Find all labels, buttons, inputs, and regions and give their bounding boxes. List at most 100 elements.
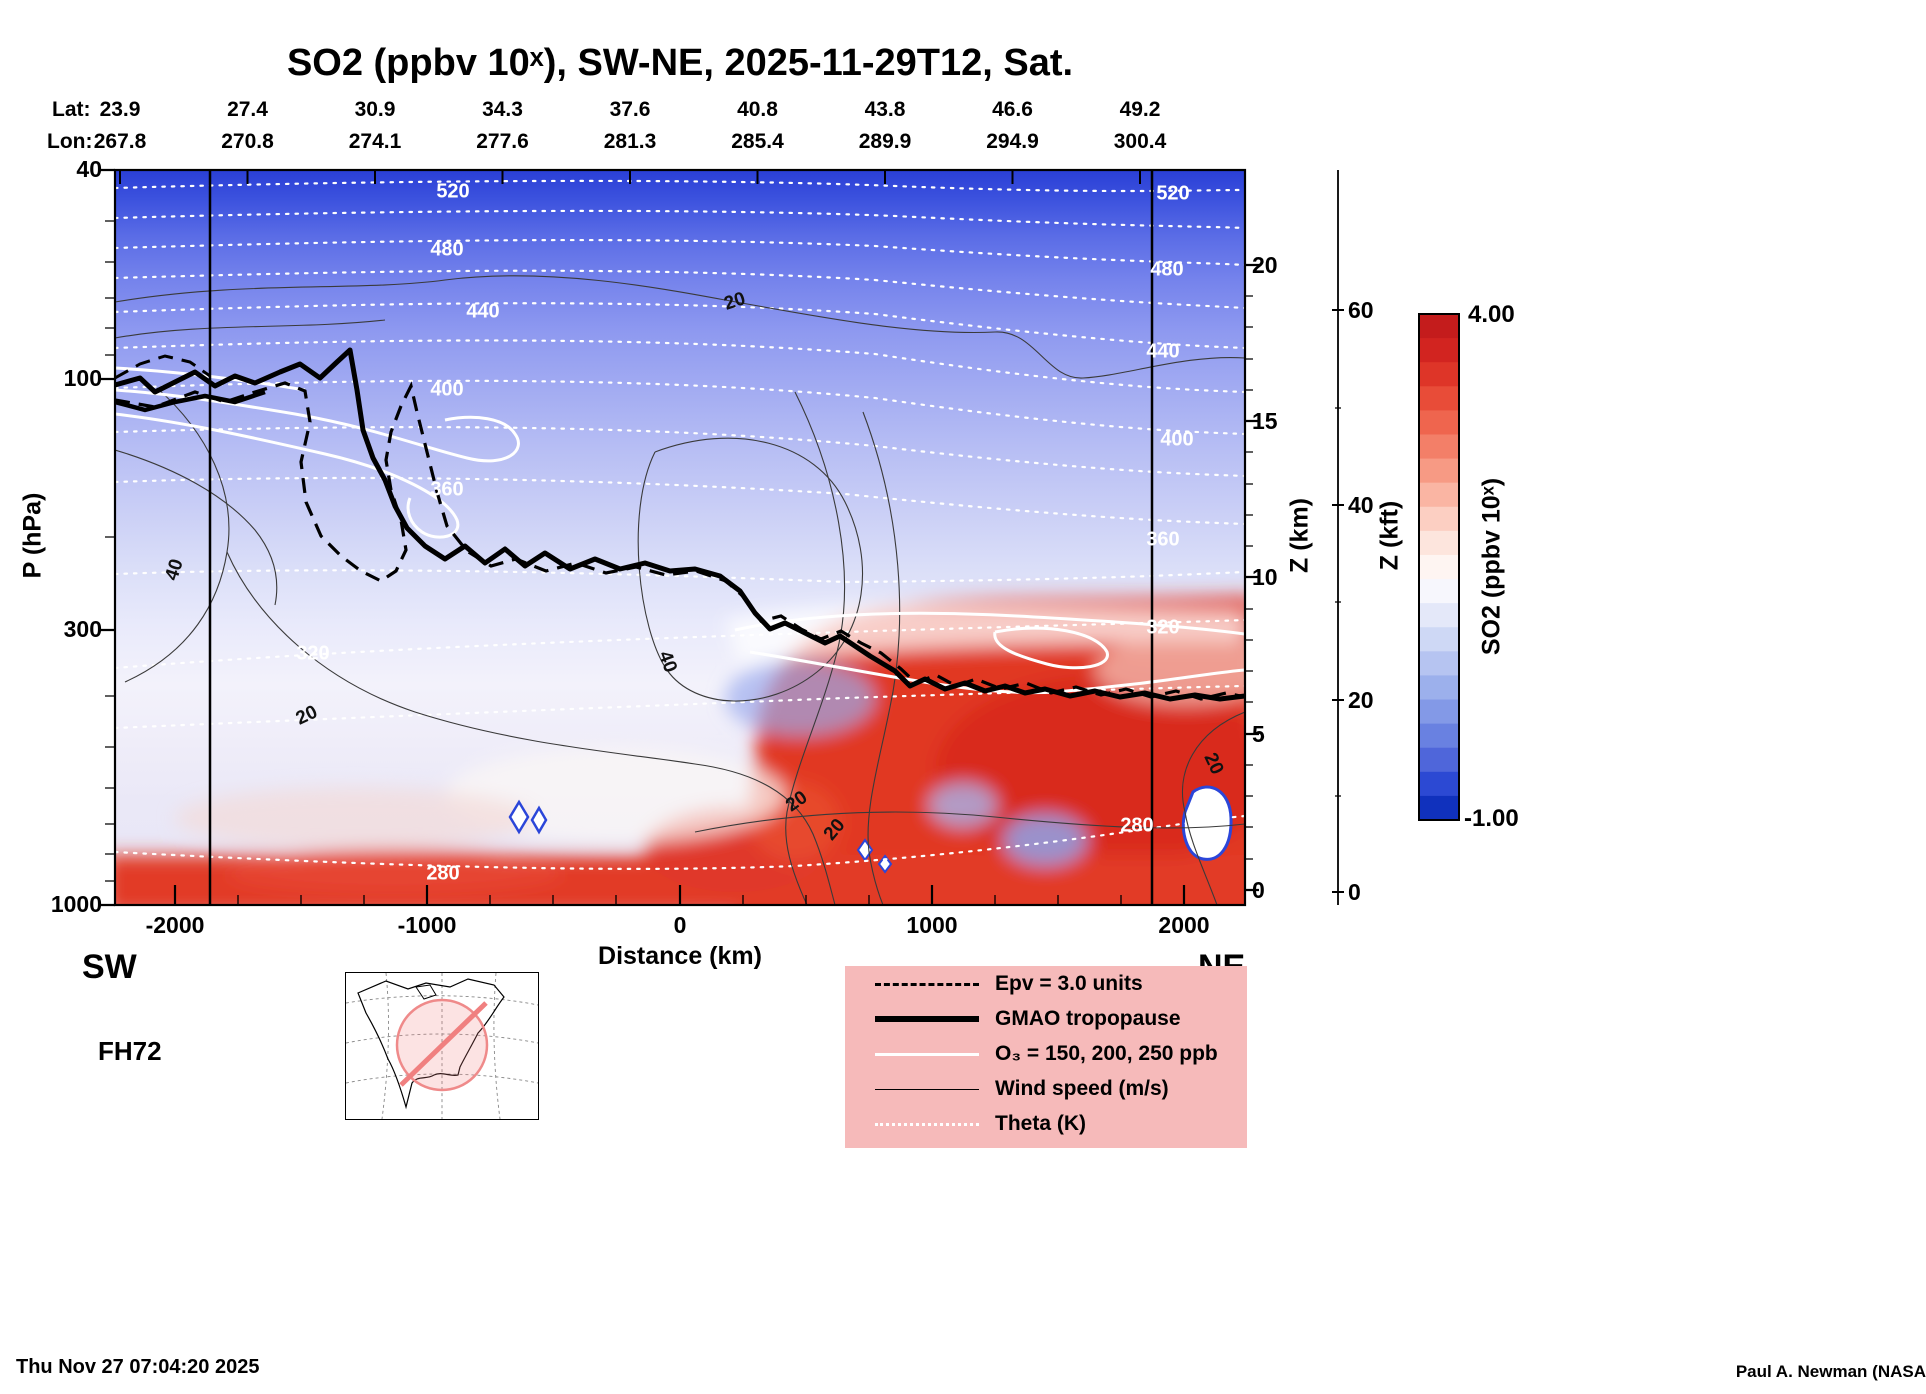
legend-line-theta (875, 1122, 979, 1126)
lat-value: 43.8 (864, 98, 906, 121)
colorbar-segment (1419, 410, 1459, 436)
theta-contours (115, 179, 1245, 870)
theta-label-400: 400 (1160, 428, 1193, 450)
lon-value: 267.8 (93, 130, 147, 153)
map-hudson-bay (415, 984, 437, 1000)
legend-row-epv: Epv = 3.0 units (845, 967, 1247, 1001)
page-title: SO2 (ppbv 10ˣ), SW-NE, 2025-11-29T12, Sa… (286, 42, 1074, 84)
lat-axis-label: Lat: (52, 98, 91, 121)
theta-label-440: 440 (1146, 340, 1179, 362)
p-tick-100: 100 (63, 365, 102, 391)
zkm-axis-title: Z (km) (1285, 498, 1314, 573)
tropopause-line (115, 347, 1245, 702)
colorbar-segment (1419, 579, 1459, 604)
theta-labels: 520 520 480 480 440 440 400 400 360 360 … (296, 180, 1193, 884)
legend-line-wind (875, 1088, 979, 1090)
map-inset (345, 972, 539, 1120)
white-pocket-sw-2 (530, 805, 548, 835)
credit: Paul A. Newman (NASA (1735, 1362, 1926, 1381)
legend-row-wind: Wind speed (m/s) (845, 1072, 1247, 1106)
colorbar-segment (1419, 530, 1459, 556)
zkft-tick-60: 60 (1348, 297, 1374, 323)
lon-value: 274.1 (348, 130, 402, 153)
theta-label-360: 360 (1146, 528, 1179, 550)
colorbar-segment (1419, 338, 1459, 363)
colorbar-segment (1419, 675, 1459, 701)
colorbar-gradient (1419, 314, 1459, 821)
colorbar-segment (1419, 386, 1459, 412)
legend-label-ozone: O₃ = 150, 200, 250 ppb (995, 1042, 1218, 1065)
legend-label-epv: Epv = 3.0 units (995, 972, 1143, 995)
x-tick-1000: 1000 (906, 912, 958, 938)
lon-axis-label: Lon: (47, 130, 93, 153)
axis-ticks (99, 168, 1259, 907)
theta-label-440: 440 (466, 300, 499, 322)
lon-value: 294.9 (986, 130, 1039, 153)
colorbar-segment (1419, 795, 1459, 821)
colorbar-segment (1419, 603, 1459, 629)
white-pocket-sw-1 (508, 799, 530, 835)
legend-row-ozone: O₃ = 150, 200, 250 ppb (845, 1037, 1247, 1071)
colorbar-segment (1419, 506, 1459, 532)
legend-row-theta: Theta (K) (845, 1107, 1247, 1141)
x-axis-title: Distance (km) (598, 942, 762, 970)
p-tick-300: 300 (63, 616, 102, 642)
lon-value: 300.4 (1113, 130, 1167, 153)
theta-label-480: 480 (430, 238, 463, 260)
lat-value: 23.9 (99, 98, 141, 121)
ozone-contours (115, 366, 1245, 695)
legend-label-wind: Wind speed (m/s) (995, 1077, 1169, 1100)
colorbar-segment (1419, 699, 1459, 725)
zkm-tick-15: 15 (1252, 408, 1278, 434)
colorbar-segment (1419, 458, 1459, 484)
p-tick-1000: 1000 (50, 891, 102, 917)
colorbar-segment (1419, 771, 1459, 797)
plot-frame (113, 168, 1247, 907)
colorbar-segment (1419, 434, 1459, 460)
theta-label-480: 480 (1150, 258, 1183, 280)
lat-values: 23.9 27.4 30.9 34.3 37.6 40.8 43.8 46.6 … (85, 98, 1175, 122)
legend-line-epv (875, 982, 979, 986)
colorbar-segment (1419, 482, 1459, 508)
lon-value: 281.3 (603, 130, 657, 153)
p-axis-title: P (hPa) (18, 492, 47, 579)
legend-line-ozone (875, 1052, 979, 1056)
colorbar-frame (1418, 313, 1460, 821)
p-tick-40: 40 (76, 156, 102, 182)
zkm-tick-5: 5 (1252, 721, 1265, 747)
lat-value: 27.4 (227, 98, 268, 121)
zkft-tick-20: 20 (1348, 687, 1374, 713)
theta-label-400: 400 (430, 378, 463, 400)
legend-label-theta: Theta (K) (995, 1112, 1086, 1135)
colorbar-segment (1419, 627, 1459, 653)
x-tick-0: 0 (673, 912, 687, 938)
white-pocket-mid-2 (877, 854, 893, 874)
lon-values: 267.8 270.8 274.1 277.6 281.3 285.4 289.… (85, 130, 1175, 154)
cross-section-plot: 520 520 480 480 440 440 400 400 360 360 … (99, 168, 1344, 907)
legend: Epv = 3.0 units GMAO tropopause O₃ = 150… (845, 966, 1247, 1148)
kft-axis (1332, 170, 1344, 905)
theta-label-280: 280 (426, 862, 459, 884)
theta-label-520: 520 (1156, 182, 1189, 204)
lat-value: 46.6 (992, 98, 1033, 121)
lat-value: 37.6 (609, 98, 651, 121)
wind-speed-contours (115, 275, 1245, 905)
timestamp: Thu Nov 27 07:04:20 2025 (16, 1356, 260, 1378)
legend-label-tropopause: GMAO tropopause (995, 1007, 1181, 1030)
zkft-axis-title: Z (kft) (1375, 500, 1404, 571)
colorbar-segment (1419, 747, 1459, 773)
lat-value: 34.3 (482, 98, 523, 121)
white-pocket-ne (1181, 785, 1233, 861)
x-tick-2000: 2000 (1158, 912, 1210, 938)
map-coastline (357, 978, 505, 1110)
theta-label-320: 320 (1146, 616, 1179, 638)
endpoint-sw: SW (82, 948, 137, 986)
colorbar-segment (1419, 314, 1459, 339)
legend-row-tropopause: GMAO tropopause (845, 1002, 1247, 1036)
legend-line-tropopause (875, 1016, 979, 1022)
colorbar-segment (1419, 651, 1459, 677)
colorbar (1418, 313, 1460, 821)
x-tick-m1000: -1000 (397, 912, 457, 938)
colorbar-segment (1419, 723, 1459, 749)
